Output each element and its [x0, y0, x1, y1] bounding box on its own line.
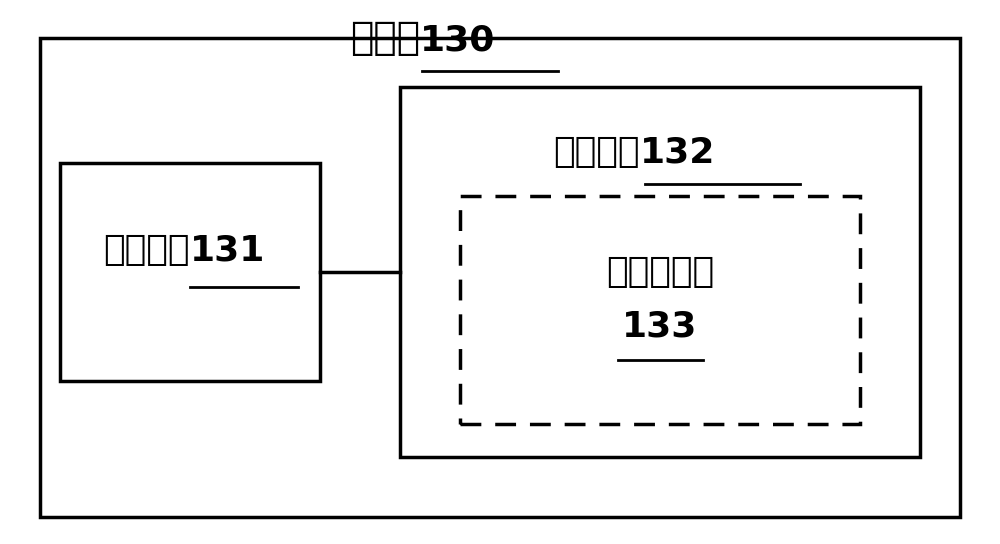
- Text: 130: 130: [420, 23, 495, 57]
- Text: 存储单元: 存储单元: [554, 135, 640, 169]
- Bar: [60, 163, 320, 381]
- Bar: [460, 196, 860, 424]
- Text: 控制器: 控制器: [350, 19, 420, 57]
- Text: 132: 132: [640, 135, 715, 169]
- Bar: [400, 87, 920, 457]
- Text: 133: 133: [622, 310, 698, 343]
- Text: 计算机程序: 计算机程序: [606, 255, 714, 289]
- Text: 131: 131: [190, 233, 265, 267]
- Bar: [40, 38, 960, 517]
- Text: 处理单元: 处理单元: [104, 233, 190, 267]
